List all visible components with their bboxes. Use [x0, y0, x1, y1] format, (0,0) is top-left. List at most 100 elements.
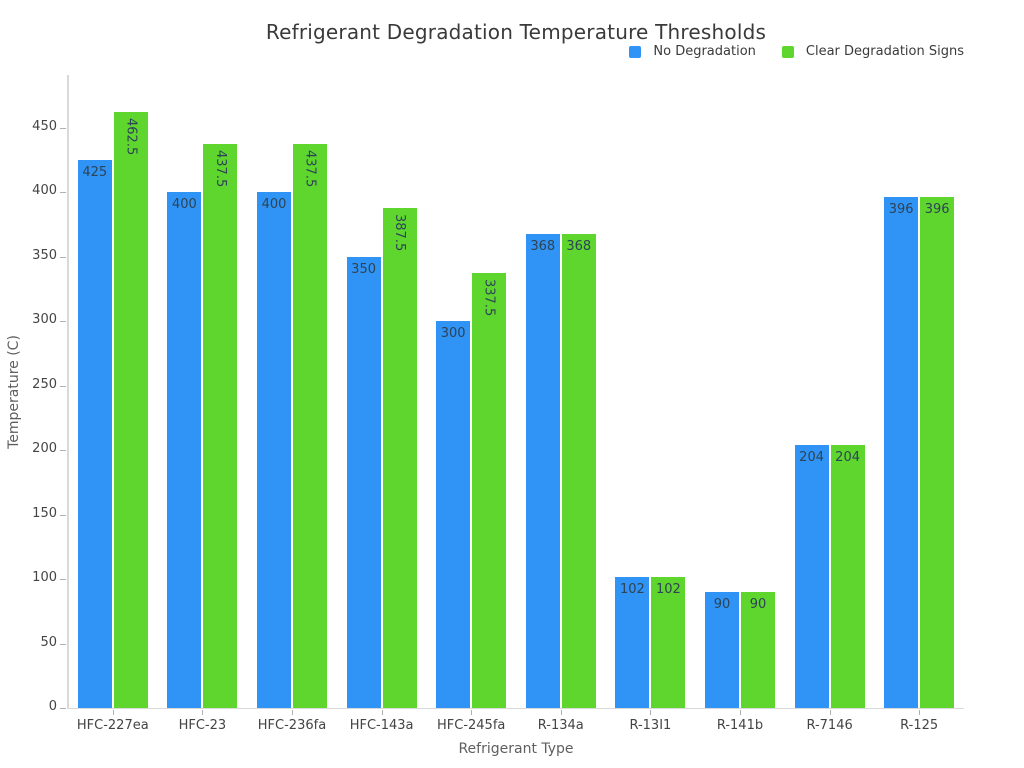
x-tick-label: R-125 [900, 718, 939, 733]
x-tick-mark [471, 710, 473, 715]
bar-value-label: 204 [799, 450, 824, 466]
y-axis-title: Temperature (C) [6, 334, 22, 449]
bar[interactable]: 396 [920, 197, 955, 708]
bar-value-label: 387.5 [392, 214, 408, 252]
bar-value-label: 400 [261, 197, 287, 213]
y-tick-label: 400 [32, 183, 57, 199]
y-tick-mark [60, 321, 66, 323]
bar-value-label: 437.5 [302, 149, 318, 188]
bar-group: 396 396 [874, 75, 964, 708]
bar[interactable]: 337.5 [472, 272, 507, 708]
y-tick-mark [60, 256, 66, 258]
bar[interactable]: 102 [651, 576, 686, 708]
bar[interactable]: 300 [436, 321, 471, 708]
x-tick-mark [829, 710, 831, 715]
x-axis-title: Refrigerant Type [458, 741, 574, 757]
x-tick-mark [740, 710, 741, 715]
y-tick-label: 200 [32, 441, 57, 457]
bar[interactable]: 462.5 [113, 111, 148, 708]
bar-value-label: 90 [749, 596, 767, 612]
bar-value-label: 400 [171, 197, 197, 213]
bar[interactable]: 396 [884, 197, 919, 708]
bar-group: 400 437.5 [158, 75, 248, 708]
bar[interactable]: 437.5 [292, 143, 327, 708]
y-tick-mark [60, 643, 66, 645]
x-axis-line [67, 707, 964, 709]
y-tick-mark [60, 579, 66, 581]
x-tick-label: R-7146 [806, 718, 853, 733]
bar-group: 300 337.5 [426, 75, 516, 708]
bar-value-label: 368 [566, 238, 592, 254]
plot-area: 0 50 100 150 200 250 300 350 400 450 425 462.5 HFC-2… [32, 75, 964, 733]
bar-group: 400 437.5 [247, 75, 337, 708]
bar-value-label: 368 [530, 238, 556, 254]
x-tick-label: R-134a [537, 718, 584, 733]
legend-item-no-degradation[interactable]: No Degradation [629, 44, 756, 59]
legend-item-clear-degradation[interactable]: Clear Degradation Signs [781, 44, 964, 59]
bar-group: 204 204 [785, 75, 875, 708]
y-tick-mark [60, 192, 66, 194]
bar-value-label: 204 [835, 450, 860, 466]
y-tick-label: 50 [40, 634, 57, 650]
y-tick-label: 350 [32, 247, 57, 263]
bar[interactable]: 204 [794, 445, 829, 708]
x-tick-label: R-13I1 [629, 718, 672, 733]
x-tick-label: HFC-236fa [257, 718, 327, 733]
x-tick-label: HFC-227ea [76, 718, 149, 733]
bar-value-label: 396 [924, 202, 950, 218]
bar[interactable]: 368 [561, 233, 596, 708]
bar-group: 425 462.5 [68, 75, 158, 708]
bar-group: 350 387.5 [337, 75, 427, 708]
bar-value-label: 437.5 [212, 149, 228, 188]
x-tick-label: R-141b [716, 718, 764, 733]
y-tick-label: 0 [48, 699, 57, 714]
legend: No Degradation Clear Degradation Signs [629, 44, 964, 59]
bar-value-label: 90 [713, 596, 731, 612]
x-tick-mark [560, 710, 562, 715]
y-tick-mark [60, 127, 66, 129]
x-tick-mark [919, 710, 921, 715]
x-tick-mark [381, 710, 383, 715]
y-tick-label: 300 [32, 312, 57, 328]
y-tick-mark [60, 514, 66, 516]
bar[interactable]: 400 [167, 192, 202, 708]
bar-value-label: 102 [619, 581, 645, 597]
bar[interactable]: 425 [77, 160, 112, 708]
y-tick-label: 100 [32, 570, 57, 586]
legend-label: No Degradation [653, 44, 756, 59]
bar[interactable]: 204 [830, 445, 865, 708]
bar-value-label: 396 [888, 202, 914, 218]
x-tick-label: HFC-143a [349, 718, 414, 733]
bar[interactable]: 102 [615, 576, 650, 708]
x-tick-mark [112, 710, 114, 715]
bar-value-label: 350 [351, 261, 376, 277]
y-axis-line [67, 75, 69, 709]
legend-swatch-green [781, 45, 794, 58]
bar[interactable]: 368 [525, 233, 560, 708]
bar-value-label: 300 [440, 326, 466, 342]
legend-label: Clear Degradation Signs [805, 44, 964, 59]
y-tick-label: 250 [32, 376, 57, 392]
bar-group: 368 368 [516, 75, 606, 708]
x-tick-label: HFC-23 [178, 718, 227, 733]
bar[interactable]: 400 [256, 192, 291, 708]
bar[interactable]: 90 [740, 591, 775, 708]
bar[interactable]: 350 [346, 256, 381, 708]
y-tick-mark [60, 708, 66, 709]
y-tick-label: 150 [32, 505, 57, 521]
bar-value-label: 425 [82, 165, 108, 181]
bar[interactable]: 437.5 [203, 143, 238, 708]
bar-value-label: 337.5 [481, 278, 497, 317]
y-tick-mark [60, 385, 66, 387]
bar-value-label: 102 [655, 581, 681, 597]
bar-group: 102 102 [606, 75, 696, 708]
bar-value-label: 462.5 [123, 117, 139, 155]
chart-title: Refrigerant Degradation Temperature Thre… [265, 20, 767, 44]
bar-group: 90 90 [695, 75, 785, 708]
bar[interactable]: 90 [704, 591, 739, 708]
x-tick-label: HFC-245fa [436, 718, 506, 733]
bar[interactable]: 387.5 [382, 208, 417, 708]
legend-swatch-blue [629, 45, 642, 58]
y-tick-label: 450 [32, 118, 57, 134]
